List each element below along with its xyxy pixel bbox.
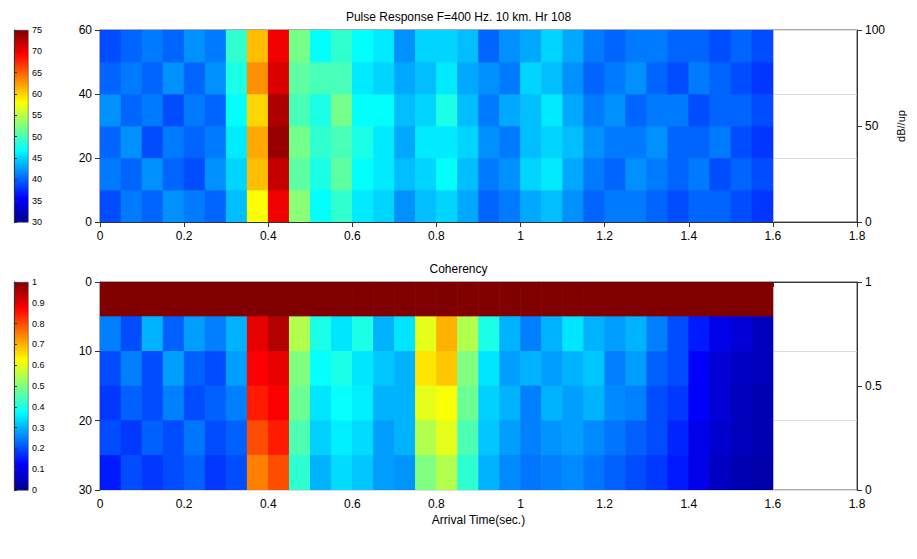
- svg-text:0.4: 0.4: [260, 497, 277, 511]
- svg-text:60: 60: [32, 89, 42, 99]
- svg-text:1: 1: [865, 275, 872, 289]
- svg-text:40: 40: [79, 87, 93, 101]
- svg-text:30: 30: [79, 483, 93, 497]
- svg-text:0.2: 0.2: [176, 229, 193, 243]
- svg-text:20: 20: [79, 151, 93, 165]
- svg-text:20: 20: [79, 414, 93, 428]
- svg-text:0.8: 0.8: [428, 229, 445, 243]
- svg-text:0.5: 0.5: [865, 379, 882, 393]
- svg-text:0: 0: [32, 485, 37, 495]
- svg-text:0.5: 0.5: [32, 381, 45, 391]
- svg-text:0: 0: [97, 497, 104, 511]
- svg-text:1.8: 1.8: [849, 229, 866, 243]
- svg-text:0.2: 0.2: [176, 497, 193, 511]
- svg-text:1.2: 1.2: [596, 497, 613, 511]
- svg-text:0.3: 0.3: [32, 423, 45, 433]
- svg-text:0.1: 0.1: [32, 464, 45, 474]
- svg-text:45: 45: [32, 153, 42, 163]
- svg-text:10: 10: [79, 344, 93, 358]
- svg-text:100: 100: [865, 23, 885, 37]
- svg-text:1.6: 1.6: [765, 497, 782, 511]
- svg-text:Coherency: Coherency: [429, 262, 487, 276]
- svg-text:1.4: 1.4: [680, 497, 697, 511]
- svg-text:0.9: 0.9: [32, 298, 45, 308]
- svg-text:0.4: 0.4: [260, 229, 277, 243]
- svg-text:0.6: 0.6: [344, 497, 361, 511]
- svg-text:1.6: 1.6: [765, 229, 782, 243]
- svg-text:75: 75: [32, 25, 42, 35]
- svg-text:50: 50: [865, 119, 879, 133]
- svg-text:0: 0: [85, 275, 92, 289]
- svg-text:0.6: 0.6: [32, 360, 45, 370]
- svg-text:1: 1: [517, 229, 524, 243]
- svg-text:1: 1: [32, 277, 37, 287]
- svg-text:0: 0: [865, 215, 872, 229]
- svg-text:55: 55: [32, 110, 42, 120]
- svg-text:1.8: 1.8: [849, 497, 866, 511]
- svg-text:Arrival Time(sec.): Arrival Time(sec.): [432, 513, 525, 527]
- svg-text:dB//up: dB//up: [895, 110, 907, 142]
- svg-text:30: 30: [32, 217, 42, 227]
- svg-text:0.8: 0.8: [32, 319, 45, 329]
- svg-text:50: 50: [32, 132, 42, 142]
- svg-text:1.2: 1.2: [596, 229, 613, 243]
- svg-text:0: 0: [865, 483, 872, 497]
- svg-text:0.2: 0.2: [32, 443, 45, 453]
- svg-text:65: 65: [32, 68, 42, 78]
- svg-text:60: 60: [79, 23, 93, 37]
- svg-text:Pulse Response F=400 Hz. 10 km: Pulse Response F=400 Hz. 10 km. Hr 108: [346, 10, 571, 24]
- svg-text:1.4: 1.4: [680, 229, 697, 243]
- svg-text:1: 1: [517, 497, 524, 511]
- svg-text:40: 40: [32, 174, 42, 184]
- svg-text:35: 35: [32, 196, 42, 206]
- svg-text:0.8: 0.8: [428, 497, 445, 511]
- svg-text:0: 0: [97, 229, 104, 243]
- svg-text:0.4: 0.4: [32, 402, 45, 412]
- svg-text:0: 0: [85, 215, 92, 229]
- svg-text:0.6: 0.6: [344, 229, 361, 243]
- svg-text:70: 70: [32, 46, 42, 56]
- svg-text:0.7: 0.7: [32, 339, 45, 349]
